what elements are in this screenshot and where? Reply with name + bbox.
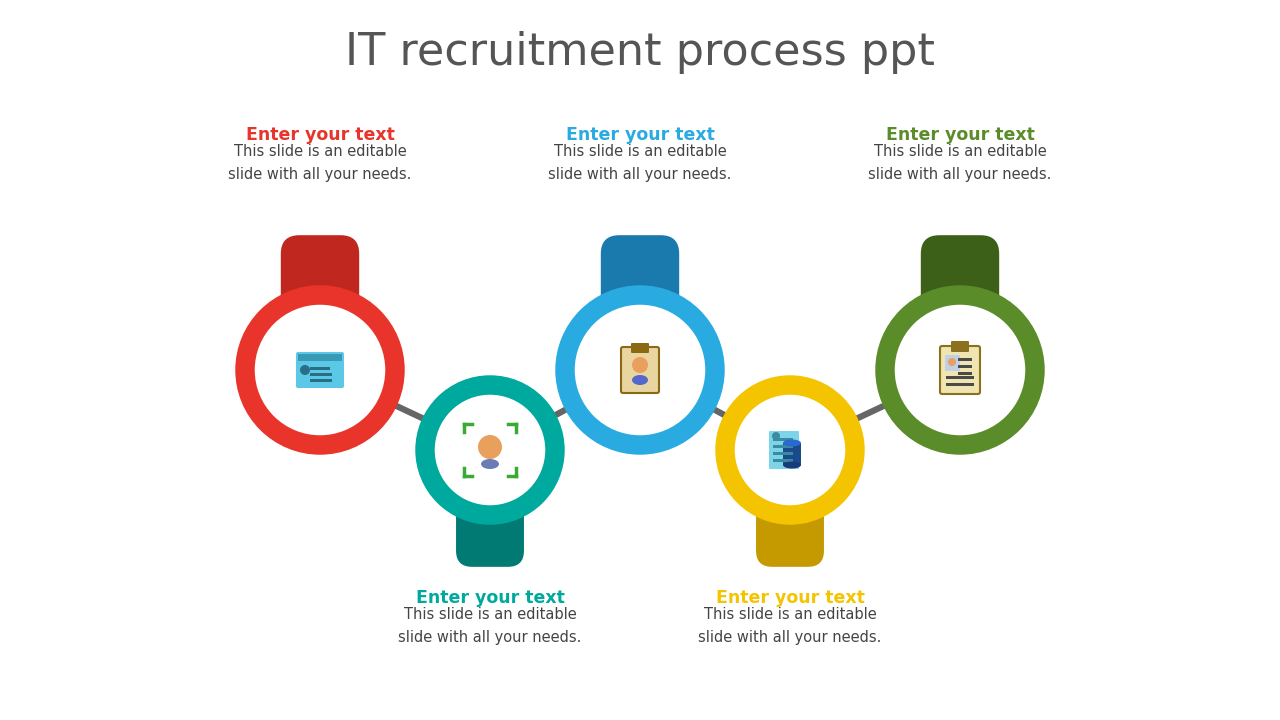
- FancyBboxPatch shape: [940, 346, 980, 394]
- Bar: [310, 367, 330, 370]
- Bar: [298, 354, 342, 361]
- FancyBboxPatch shape: [600, 235, 680, 318]
- Text: This slide is an editable
slide with all your needs.: This slide is an editable slide with all…: [868, 145, 1052, 181]
- FancyBboxPatch shape: [296, 352, 344, 388]
- Text: Enter your text: Enter your text: [246, 126, 394, 144]
- Circle shape: [733, 393, 847, 507]
- Circle shape: [772, 432, 780, 440]
- Ellipse shape: [783, 462, 801, 469]
- Circle shape: [433, 393, 547, 507]
- Text: IT recruitment process ppt: IT recruitment process ppt: [346, 30, 934, 73]
- Bar: [946, 376, 974, 379]
- Text: Enter your text: Enter your text: [886, 126, 1034, 144]
- Bar: [310, 373, 332, 376]
- Ellipse shape: [632, 375, 648, 385]
- Bar: [773, 445, 794, 448]
- Bar: [957, 358, 972, 361]
- Circle shape: [300, 365, 310, 375]
- Circle shape: [573, 303, 707, 437]
- Text: This slide is an editable
slide with all your needs.: This slide is an editable slide with all…: [228, 145, 412, 181]
- Circle shape: [893, 303, 1027, 437]
- Text: Enter your text: Enter your text: [716, 589, 864, 607]
- Text: Enter your text: Enter your text: [566, 126, 714, 144]
- FancyBboxPatch shape: [769, 431, 799, 469]
- Text: This slide is an editable
slide with all your needs.: This slide is an editable slide with all…: [398, 608, 581, 644]
- Circle shape: [632, 357, 648, 373]
- FancyBboxPatch shape: [631, 343, 649, 353]
- Circle shape: [253, 303, 387, 437]
- FancyBboxPatch shape: [456, 495, 524, 567]
- Bar: [773, 459, 794, 462]
- Bar: [773, 438, 794, 441]
- Ellipse shape: [481, 459, 499, 469]
- Bar: [310, 379, 332, 382]
- FancyBboxPatch shape: [280, 235, 360, 318]
- Ellipse shape: [783, 439, 801, 446]
- Text: This slide is an editable
slide with all your needs.: This slide is an editable slide with all…: [548, 145, 732, 181]
- Bar: [957, 365, 972, 367]
- Bar: [957, 372, 972, 374]
- Bar: [946, 383, 974, 385]
- Bar: [773, 452, 794, 454]
- Bar: [783, 443, 801, 465]
- FancyBboxPatch shape: [621, 347, 659, 393]
- Text: Enter your text: Enter your text: [416, 589, 564, 607]
- FancyBboxPatch shape: [951, 341, 969, 352]
- FancyBboxPatch shape: [920, 235, 1000, 318]
- FancyBboxPatch shape: [945, 355, 960, 371]
- FancyBboxPatch shape: [756, 495, 824, 567]
- Circle shape: [477, 435, 502, 459]
- Text: This slide is an editable
slide with all your needs.: This slide is an editable slide with all…: [699, 608, 882, 644]
- Circle shape: [948, 358, 956, 366]
